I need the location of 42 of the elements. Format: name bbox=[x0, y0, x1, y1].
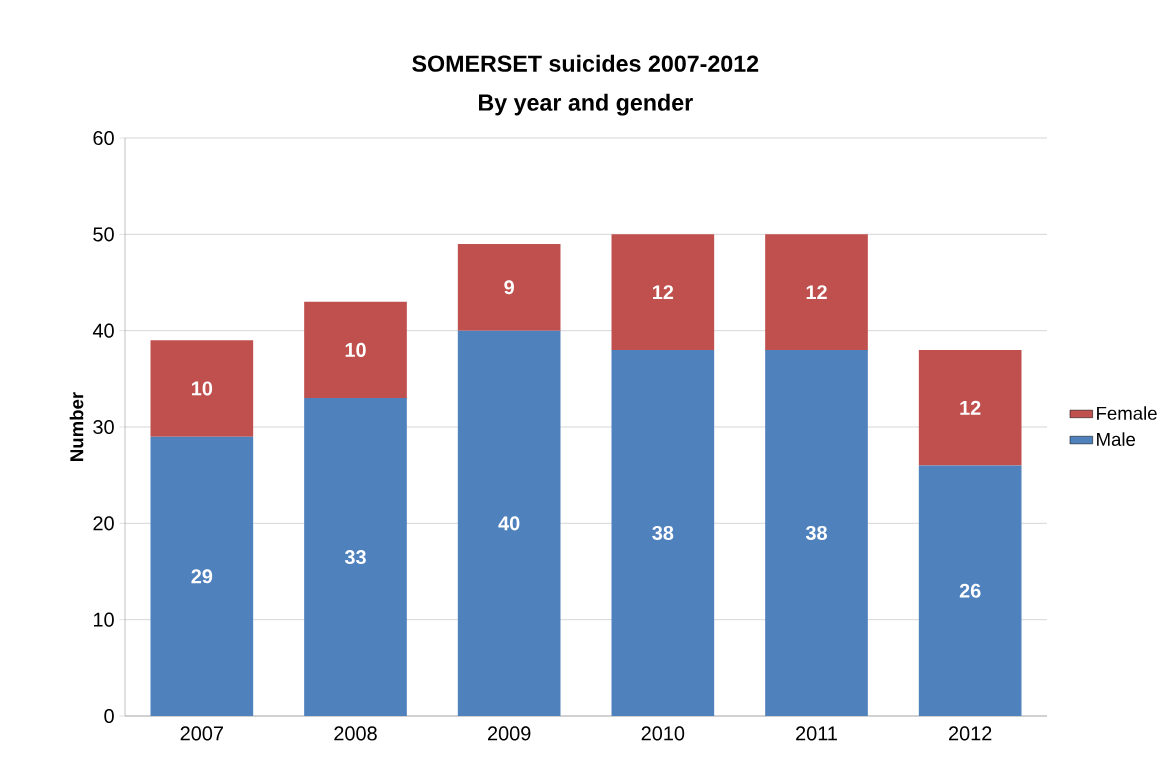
bar bbox=[150, 436, 254, 716]
y-tick-label: 0 bbox=[104, 708, 114, 724]
data-label: 12 bbox=[960, 400, 981, 415]
data-label: 38 bbox=[805, 525, 827, 541]
bar bbox=[611, 349, 715, 716]
x-tick-label: 2008 bbox=[334, 726, 377, 741]
bar bbox=[611, 234, 715, 350]
legend-label: Male bbox=[1097, 432, 1136, 446]
data-label: 12 bbox=[653, 285, 674, 300]
data-label: 38 bbox=[652, 525, 674, 541]
legend-label: Female bbox=[1097, 406, 1157, 420]
y-tick-label: 40 bbox=[92, 323, 114, 338]
bar bbox=[457, 330, 561, 716]
x-tick-label: 2011 bbox=[796, 726, 837, 741]
bar bbox=[918, 349, 1022, 466]
data-label: 40 bbox=[498, 516, 520, 531]
data-label: 12 bbox=[806, 285, 827, 300]
x-tick-label: 2010 bbox=[641, 726, 685, 741]
chart-subtitle: By year and gender bbox=[479, 93, 693, 116]
x-tick-label: 2009 bbox=[488, 726, 531, 741]
y-tick-label: 60 bbox=[93, 130, 114, 146]
x-tick-label: 2007 bbox=[180, 726, 223, 741]
bar bbox=[765, 234, 868, 350]
data-label: 10 bbox=[345, 342, 366, 357]
data-label: 33 bbox=[344, 549, 366, 565]
data-label: 26 bbox=[959, 583, 981, 598]
data-label: 9 bbox=[504, 280, 514, 295]
bar bbox=[765, 349, 868, 716]
data-label: 29 bbox=[191, 569, 213, 584]
bar bbox=[304, 301, 407, 399]
bar bbox=[457, 243, 561, 331]
bar bbox=[918, 465, 1022, 716]
chart-title: SOMERSET suicides 2007-2012 bbox=[412, 54, 759, 72]
y-tick-label: 20 bbox=[93, 516, 114, 531]
y-axis-title: Number bbox=[69, 392, 84, 461]
data-label: 10 bbox=[192, 381, 213, 396]
y-tick-label: 30 bbox=[93, 419, 114, 435]
y-tick-label: 50 bbox=[93, 227, 114, 242]
x-tick-label: 2012 bbox=[949, 726, 992, 741]
bar bbox=[150, 340, 254, 437]
y-tick-label: 10 bbox=[93, 612, 114, 627]
bar bbox=[304, 398, 407, 716]
